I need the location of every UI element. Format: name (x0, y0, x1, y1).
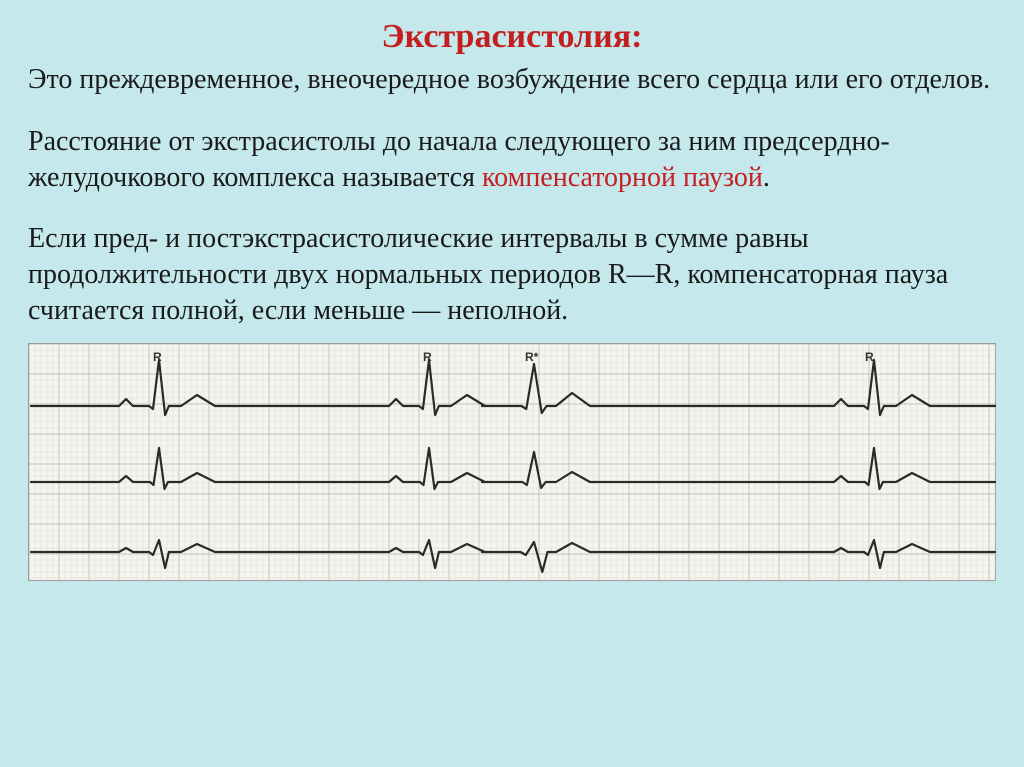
r-peak-label: R (423, 350, 432, 364)
r-peak-label: R* (525, 350, 538, 364)
para2-post: . (763, 162, 770, 193)
r-peak-label: R (153, 350, 162, 364)
comp-pause-para: Расстояние от экстрасистолы до начала сл… (28, 124, 996, 196)
para2-highlight: компенсаторной паузой (482, 162, 763, 193)
slide-title: Экстрасистолия: (28, 18, 996, 56)
definition-para: Это преждевременное, внеочередное возбуж… (28, 62, 996, 98)
full-incomplete-para: Если пред- и постэкстрасистолические инт… (28, 221, 996, 328)
r-peak-label: R (865, 350, 874, 364)
ecg-trace (29, 344, 997, 582)
ecg-figure: R R R* R (28, 343, 996, 581)
